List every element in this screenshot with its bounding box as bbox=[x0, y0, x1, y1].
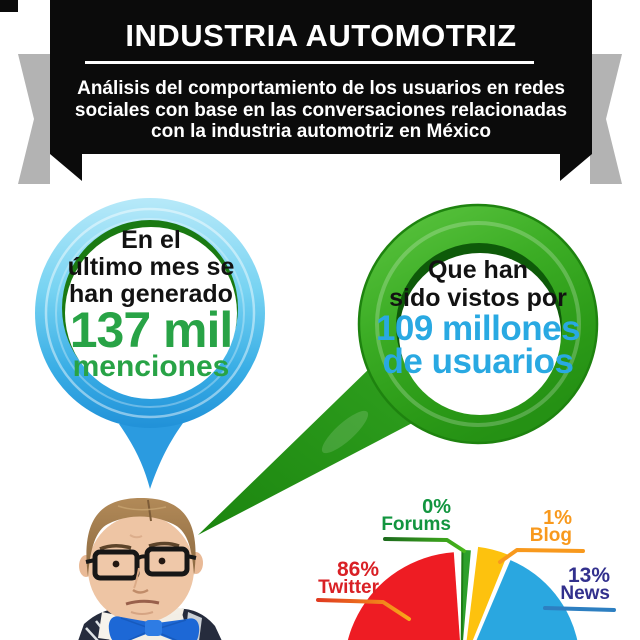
green-ring-highlight-arc bbox=[375, 221, 581, 427]
green-bubble-tail bbox=[198, 366, 418, 535]
kid-eye-right bbox=[158, 557, 166, 565]
mentions-intro-line: último mes se bbox=[67, 253, 235, 281]
pie-slice-forums-edge bbox=[460, 550, 464, 640]
speech-bubble-reach bbox=[198, 203, 599, 535]
ribbon-banner bbox=[50, 0, 592, 154]
blue-ring-inner-arc bbox=[55, 218, 245, 408]
subtitle-line: con la industria automotriz en México bbox=[151, 121, 491, 142]
pie-label-blog-name: Blog bbox=[529, 525, 572, 546]
pie-chart bbox=[316, 537, 616, 640]
pie-label-twitter: 86% Twitter bbox=[249, 558, 379, 598]
callout-line-blog bbox=[498, 548, 585, 564]
mentions-intro-line: En el bbox=[121, 226, 181, 254]
callout-line-twitter bbox=[316, 598, 411, 621]
pie-label-forums: 0% Forums bbox=[321, 496, 451, 535]
kid-eye-left bbox=[112, 560, 120, 568]
reach-value: 109 millones bbox=[375, 309, 581, 348]
kid-nose-bridge bbox=[133, 567, 140, 589]
kid-photo bbox=[78, 498, 222, 640]
pie-label-blog-pct: 1% bbox=[543, 507, 572, 529]
kid-mouth-frown bbox=[125, 599, 160, 606]
pie-label-forums-pct: 0% bbox=[422, 496, 451, 518]
kid-bowtie-knot bbox=[145, 620, 162, 636]
kid-eyebrow-left bbox=[99, 544, 132, 551]
kid-nose bbox=[132, 588, 149, 594]
kid-bowtie-creases bbox=[120, 617, 187, 640]
green-bubble-face bbox=[399, 253, 561, 415]
pie-label-blog: 1% Blog bbox=[442, 507, 572, 546]
callout-line-forums bbox=[383, 537, 466, 553]
kid-forehead-mark bbox=[129, 534, 143, 539]
mentions-value: 137 mil bbox=[69, 302, 234, 358]
pie-label-twitter-name: Twitter bbox=[318, 577, 379, 598]
subtitle-line: sociales con base en las conversaciones … bbox=[74, 99, 568, 121]
mentions-unit: menciones bbox=[72, 350, 230, 383]
pie-label-news-pct: 13% bbox=[567, 564, 610, 587]
kid-hair bbox=[86, 498, 196, 577]
subtitle: Análisis del comportamiento de los usuar… bbox=[60, 78, 582, 143]
kid-hair-strand bbox=[117, 505, 167, 511]
pie-slice-news bbox=[476, 560, 578, 640]
reach-intro-line: Que han bbox=[427, 256, 528, 284]
blue-bubble-tail bbox=[119, 423, 183, 489]
blue-ring-highlight-arc bbox=[44, 207, 256, 419]
kid-chin-crease bbox=[130, 611, 154, 615]
kid-hair-part bbox=[147, 499, 152, 522]
reach-bubble-text: Que han sido vistos por 109 millones de … bbox=[358, 256, 598, 381]
kid-eyebrow-right bbox=[148, 541, 180, 548]
pie-label-news-name: News bbox=[560, 583, 610, 604]
page-title: INDUSTRIA AUTOMOTRIZ bbox=[125, 18, 517, 53]
subtitle-line: Análisis del comportamiento de los usuar… bbox=[77, 78, 565, 99]
mentions-intro-line: han generado bbox=[69, 280, 233, 308]
pie-slice-blog bbox=[466, 546, 508, 640]
ribbon-tail-right bbox=[590, 54, 622, 184]
mentions-bubble-text: En el último mes se han generado 137 mil… bbox=[31, 226, 271, 383]
corner-mark bbox=[0, 0, 18, 12]
speech-bubble-mentions bbox=[35, 198, 265, 489]
pie-label-twitter-pct: 86% bbox=[336, 558, 379, 581]
reach-intro-line: sido vistos por bbox=[389, 284, 567, 312]
ribbon-fold-left bbox=[50, 154, 82, 181]
pie-slice-forums bbox=[461, 550, 471, 640]
reach-unit: de usuarios bbox=[382, 342, 574, 381]
ribbon-tail-left bbox=[18, 54, 50, 184]
green-tail-highlight bbox=[321, 410, 369, 454]
pie-slice-twitter bbox=[347, 552, 460, 640]
blue-bubble-face bbox=[65, 227, 237, 399]
kid-bowtie-left-wing bbox=[108, 616, 149, 640]
kid-bowtie-right-wing bbox=[157, 618, 200, 640]
callout-line-news bbox=[543, 606, 616, 612]
ribbon-fold-right bbox=[560, 154, 592, 181]
pie-label-news: 13% News bbox=[480, 564, 610, 604]
title-divider bbox=[85, 61, 534, 64]
pie-label-forums-name: Forums bbox=[381, 514, 451, 535]
